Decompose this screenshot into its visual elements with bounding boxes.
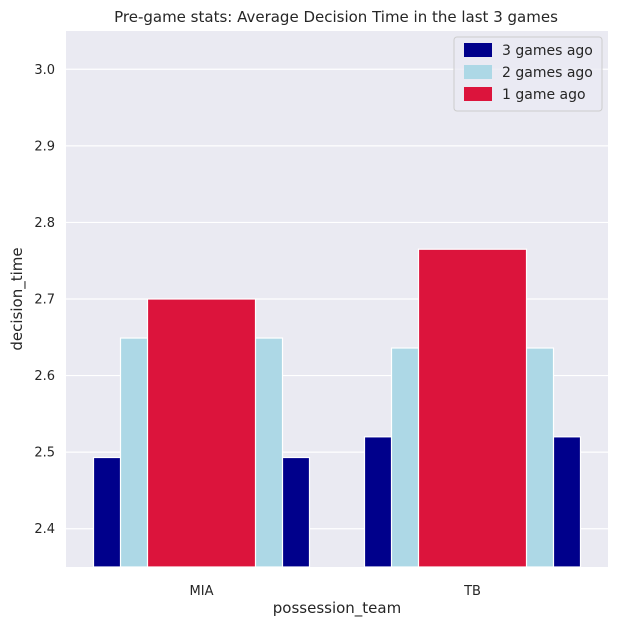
x-axis-ticks: MIA TB bbox=[190, 584, 481, 599]
legend: 3 games ago 2 games ago 1 game ago bbox=[453, 36, 603, 112]
y-tick-label: 2.4 bbox=[34, 522, 55, 537]
bar bbox=[146, 298, 257, 568]
legend-label: 3 games ago bbox=[502, 43, 593, 59]
y-axis-label: decision_time bbox=[8, 247, 27, 350]
legend-label: 1 game ago bbox=[502, 87, 586, 103]
legend-swatch bbox=[464, 65, 492, 79]
x-axis-label: possession_team bbox=[273, 599, 401, 618]
y-tick-label: 2.5 bbox=[34, 446, 55, 461]
y-axis-ticks: 2.4 2.5 2.6 2.7 2.8 2.9 3.0 bbox=[34, 63, 55, 537]
x-tick-label: TB bbox=[463, 584, 481, 599]
y-tick-label: 2.9 bbox=[34, 139, 55, 154]
x-tick-label: MIA bbox=[190, 584, 214, 599]
legend-swatch bbox=[464, 43, 492, 57]
y-tick-label: 2.8 bbox=[34, 216, 55, 231]
legend-label: 2 games ago bbox=[502, 65, 593, 81]
y-tick-label: 2.7 bbox=[34, 293, 55, 308]
bars bbox=[92, 248, 582, 568]
y-tick-label: 2.6 bbox=[34, 369, 55, 384]
chart-title: Pre-game stats: Average Decision Time in… bbox=[114, 8, 558, 26]
legend-swatch bbox=[464, 87, 492, 101]
y-tick-label: 3.0 bbox=[34, 63, 55, 78]
bar bbox=[417, 248, 528, 568]
